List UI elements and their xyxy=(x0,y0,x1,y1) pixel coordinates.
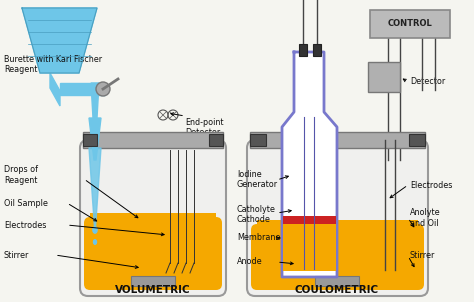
Text: Electrodes: Electrodes xyxy=(410,181,452,189)
Polygon shape xyxy=(89,118,101,160)
Ellipse shape xyxy=(93,240,97,244)
FancyBboxPatch shape xyxy=(251,224,424,290)
Bar xyxy=(83,134,97,146)
Text: Anode: Anode xyxy=(237,258,263,266)
Text: End-point
Detector: End-point Detector xyxy=(185,118,224,137)
Bar xyxy=(368,62,400,92)
Circle shape xyxy=(96,82,110,96)
Polygon shape xyxy=(282,52,337,277)
Text: Electrodes: Electrodes xyxy=(4,220,46,230)
Text: COULOMETRIC: COULOMETRIC xyxy=(295,285,379,295)
Text: VOLUMETRIC: VOLUMETRIC xyxy=(115,285,191,295)
Bar xyxy=(283,222,336,271)
FancyBboxPatch shape xyxy=(84,217,222,290)
Text: Anolyte
and Oil: Anolyte and Oil xyxy=(410,208,441,228)
Bar xyxy=(370,10,450,38)
Bar xyxy=(90,213,216,284)
FancyBboxPatch shape xyxy=(80,140,226,296)
Bar xyxy=(131,276,175,286)
Bar xyxy=(83,132,223,148)
Ellipse shape xyxy=(93,227,97,233)
Polygon shape xyxy=(91,83,99,118)
Polygon shape xyxy=(22,8,97,73)
Text: Burette with Karl Fischer
Reagent: Burette with Karl Fischer Reagent xyxy=(4,55,102,74)
Text: Stirrer: Stirrer xyxy=(4,250,29,259)
Bar xyxy=(409,134,425,146)
Bar xyxy=(313,44,321,56)
Text: Drops of
Reagent: Drops of Reagent xyxy=(4,165,38,185)
Text: Detector: Detector xyxy=(410,78,445,86)
Text: Membrane: Membrane xyxy=(237,233,281,243)
Bar xyxy=(315,276,359,286)
Bar xyxy=(283,216,336,224)
Text: Iodine
Generator: Iodine Generator xyxy=(237,170,278,189)
Polygon shape xyxy=(60,83,105,95)
Bar xyxy=(250,134,266,146)
Bar xyxy=(257,220,418,284)
FancyBboxPatch shape xyxy=(247,140,428,296)
Text: CONTROL: CONTROL xyxy=(388,20,432,28)
Polygon shape xyxy=(50,73,60,106)
Bar xyxy=(209,134,223,146)
Bar xyxy=(250,132,425,148)
Bar xyxy=(299,44,307,56)
Text: Oil Sample: Oil Sample xyxy=(4,198,48,207)
Polygon shape xyxy=(89,148,101,228)
Text: Catholyte
Cathode: Catholyte Cathode xyxy=(237,205,276,224)
Text: Stirrer: Stirrer xyxy=(410,252,436,261)
